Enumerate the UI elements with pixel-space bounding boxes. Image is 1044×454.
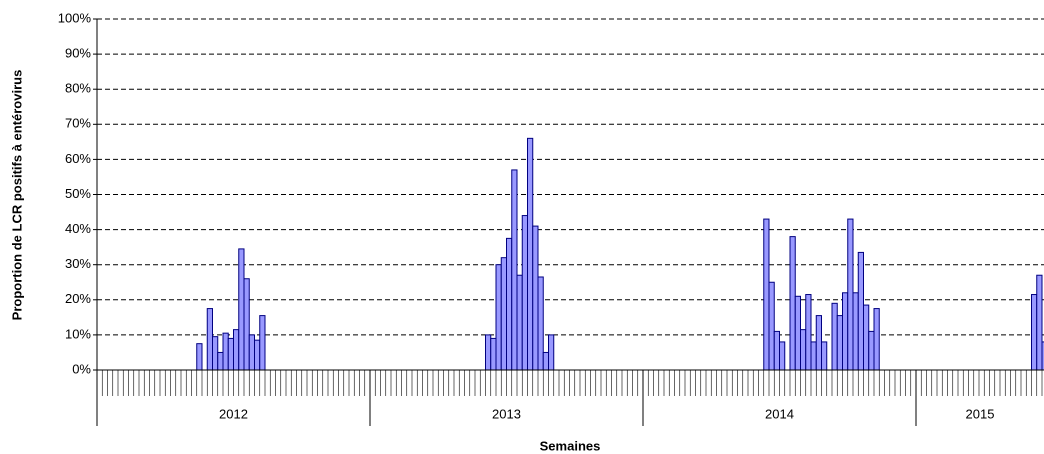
bar	[1041, 341, 1044, 371]
y-tick-label: 10%	[65, 326, 91, 341]
x-axis-title: Semaines	[540, 438, 601, 453]
y-tick-label: 40%	[65, 221, 91, 236]
bar	[842, 292, 849, 371]
y-tick-label: 100%	[58, 10, 92, 25]
bar	[542, 351, 549, 371]
bar	[852, 292, 859, 371]
y-tick-label: 80%	[65, 81, 91, 96]
bar	[495, 264, 502, 371]
bar	[212, 336, 219, 371]
bar	[789, 236, 796, 371]
bar	[537, 276, 544, 371]
bar	[485, 334, 492, 371]
bar	[254, 339, 261, 371]
bar	[810, 341, 817, 371]
y-tick-label: 0%	[72, 361, 91, 376]
bar	[847, 218, 854, 371]
y-tick-label: 30%	[65, 256, 91, 271]
bar	[763, 218, 770, 371]
bar	[521, 215, 528, 371]
bar	[831, 302, 838, 371]
year-label: 2013	[492, 406, 521, 421]
bar	[857, 251, 864, 371]
bar	[548, 334, 555, 371]
y-tick-label: 20%	[65, 291, 91, 306]
bar	[805, 294, 812, 371]
bar	[863, 304, 870, 371]
bar	[779, 341, 786, 371]
bar	[794, 295, 801, 371]
bar	[227, 337, 234, 371]
bar	[511, 169, 518, 371]
bar	[768, 281, 775, 371]
bar	[873, 308, 880, 371]
y-tick-label: 60%	[65, 151, 91, 166]
year-label: 2015	[966, 406, 995, 421]
y-axis-title: Proportion de LCR positifs à entérovirus	[9, 70, 24, 321]
bar	[206, 308, 213, 371]
bar	[527, 137, 534, 371]
bar	[821, 341, 828, 371]
bar	[248, 334, 255, 371]
bar	[773, 330, 780, 371]
bar	[506, 237, 513, 371]
bar	[532, 225, 539, 371]
year-label: 2012	[219, 406, 248, 421]
bar	[243, 278, 250, 371]
bar	[868, 330, 875, 371]
bar	[836, 315, 843, 371]
bar	[233, 329, 240, 371]
bar	[490, 337, 497, 371]
y-tick-label: 70%	[65, 116, 91, 131]
y-tick-label: 90%	[65, 46, 91, 61]
bar	[238, 248, 245, 371]
bar	[196, 343, 203, 371]
bar	[815, 315, 822, 371]
bar	[1036, 274, 1043, 371]
bar	[259, 315, 266, 371]
bar	[516, 274, 523, 371]
y-tick-label: 50%	[65, 186, 91, 201]
bar	[1031, 294, 1038, 371]
bar	[222, 332, 229, 371]
year-label: 2014	[765, 406, 794, 421]
bar	[217, 351, 224, 371]
bar	[800, 329, 807, 371]
bar	[500, 257, 507, 371]
